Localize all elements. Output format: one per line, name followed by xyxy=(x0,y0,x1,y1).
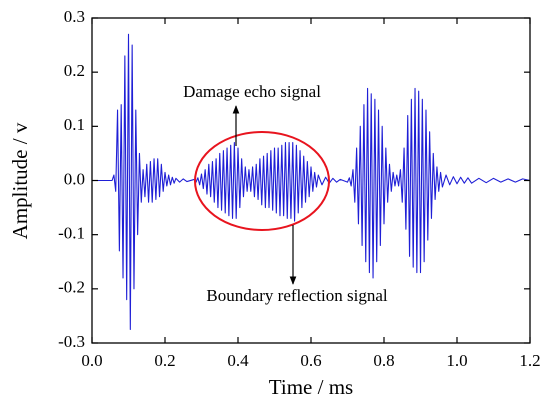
y-tick-label: 0.0 xyxy=(64,169,85,188)
x-tick-label: 0.2 xyxy=(154,351,175,370)
y-tick-label: -0.2 xyxy=(58,278,85,297)
annotation: Damage echo signal xyxy=(183,82,321,101)
y-axis-title: Amplitude / v xyxy=(8,122,32,239)
y-tick-label: -0.1 xyxy=(58,224,85,243)
annotation: Boundary reflection signal xyxy=(206,286,388,305)
x-axis-title: Time / ms xyxy=(269,375,353,399)
highlight-ellipse xyxy=(194,131,330,231)
y-tick-label: 0.1 xyxy=(64,115,85,134)
x-tick-label: 1.2 xyxy=(519,351,540,370)
signal-line xyxy=(92,33,531,331)
plot-area xyxy=(92,33,531,331)
x-tick-label: 0.4 xyxy=(227,351,249,370)
y-tick-label: -0.3 xyxy=(58,332,85,351)
y-tick-label: 0.3 xyxy=(64,7,85,26)
x-tick-label: 0.6 xyxy=(300,351,321,370)
x-tick-label: 1.0 xyxy=(446,351,467,370)
y-tick-label: 0.2 xyxy=(64,61,85,80)
x-tick-label: 0.8 xyxy=(373,351,394,370)
x-tick-label: 0.0 xyxy=(81,351,102,370)
